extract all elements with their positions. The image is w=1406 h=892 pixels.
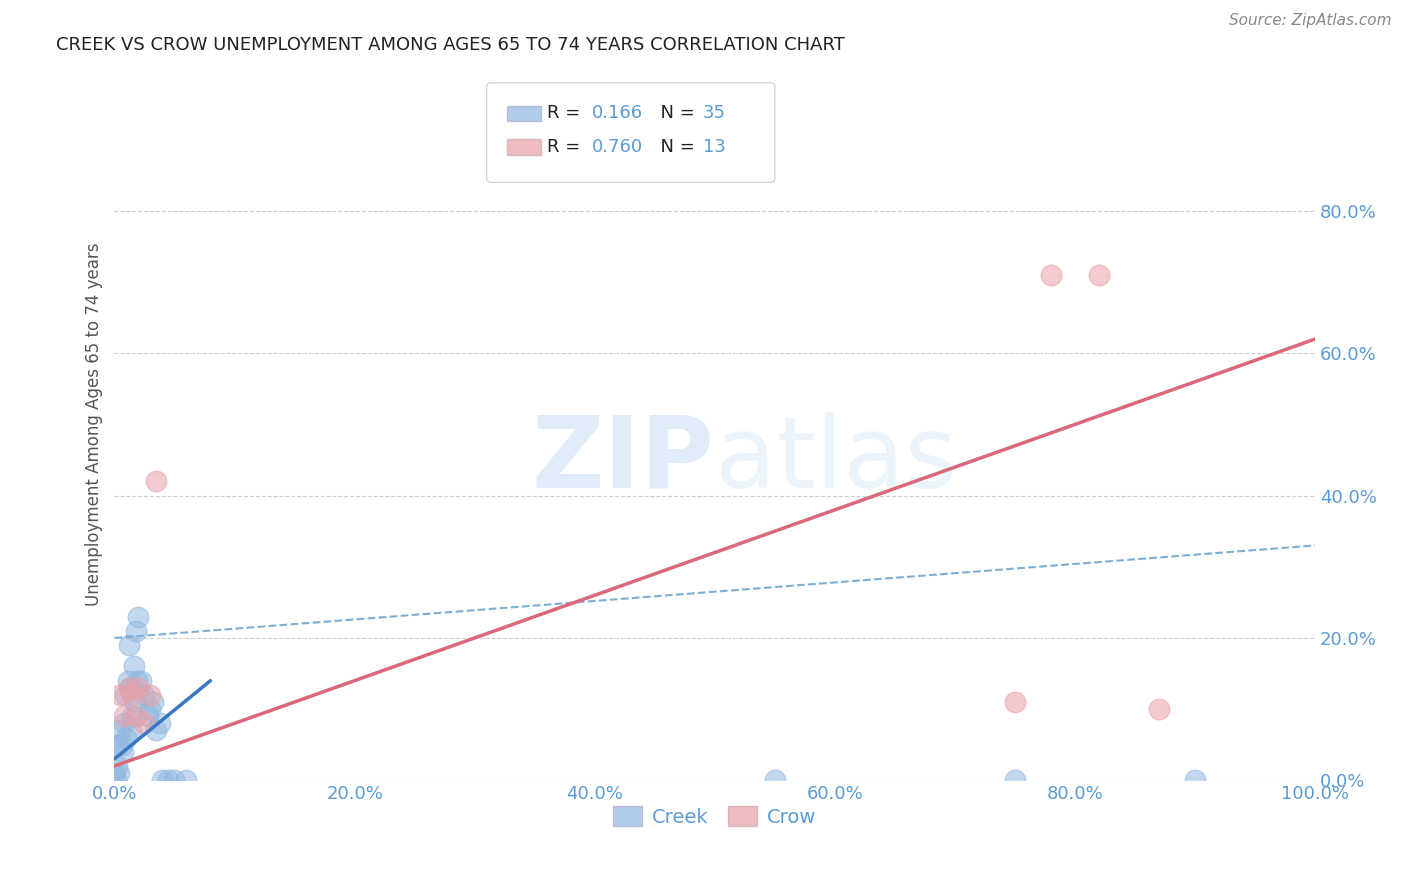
- Point: [152, 773, 174, 788]
- Point: [127, 681, 149, 695]
- Text: Source: ZipAtlas.com: Source: ZipAtlas.com: [1229, 13, 1392, 29]
- Text: N =: N =: [648, 104, 700, 122]
- Text: 0.760: 0.760: [592, 138, 644, 156]
- Point: [127, 673, 149, 688]
- Text: CREEK VS CROW UNEMPLOYMENT AMONG AGES 65 TO 74 YEARS CORRELATION CHART: CREEK VS CROW UNEMPLOYMENT AMONG AGES 65…: [56, 36, 845, 54]
- Text: R =: R =: [547, 138, 586, 156]
- Point: [124, 695, 146, 709]
- Text: 13: 13: [703, 138, 725, 156]
- Point: [112, 709, 135, 723]
- Point: [157, 773, 180, 788]
- Point: [107, 738, 129, 752]
- Point: [111, 745, 134, 759]
- Point: [122, 659, 145, 673]
- Point: [105, 759, 128, 773]
- FancyBboxPatch shape: [508, 105, 541, 121]
- Point: [145, 723, 167, 738]
- Text: ZIP: ZIP: [531, 411, 714, 508]
- Point: [139, 688, 162, 702]
- Point: [117, 673, 139, 688]
- Point: [118, 681, 141, 695]
- FancyBboxPatch shape: [486, 83, 775, 182]
- Point: [127, 609, 149, 624]
- Point: [134, 688, 156, 702]
- Point: [129, 673, 152, 688]
- Point: [176, 773, 198, 788]
- Point: [120, 723, 142, 738]
- Y-axis label: Unemployment Among Ages 65 to 74 years: Unemployment Among Ages 65 to 74 years: [86, 243, 103, 607]
- Point: [110, 688, 132, 702]
- Point: [139, 702, 162, 716]
- Point: [125, 624, 148, 638]
- FancyBboxPatch shape: [508, 139, 541, 154]
- Point: [104, 773, 127, 788]
- Point: [1040, 268, 1063, 282]
- Point: [1088, 268, 1111, 282]
- Point: [163, 773, 186, 788]
- Point: [763, 773, 786, 788]
- Point: [103, 766, 125, 780]
- Point: [118, 638, 141, 652]
- Point: [115, 731, 138, 745]
- Point: [1004, 773, 1026, 788]
- Point: [134, 716, 156, 731]
- Point: [114, 688, 136, 702]
- Legend: Creek, Crow: Creek, Crow: [606, 798, 824, 835]
- Point: [142, 695, 165, 709]
- Point: [145, 475, 167, 489]
- Text: 0.166: 0.166: [592, 104, 644, 122]
- Point: [110, 738, 132, 752]
- Point: [121, 688, 143, 702]
- Point: [1147, 702, 1170, 716]
- Text: 35: 35: [703, 104, 725, 122]
- Text: atlas: atlas: [714, 411, 956, 508]
- Text: R =: R =: [547, 104, 586, 122]
- Point: [108, 766, 131, 780]
- Point: [149, 716, 172, 731]
- Point: [136, 709, 159, 723]
- Point: [118, 681, 141, 695]
- Point: [110, 723, 132, 738]
- Point: [125, 709, 148, 723]
- Point: [1184, 773, 1206, 788]
- Point: [121, 709, 143, 723]
- Point: [1004, 695, 1026, 709]
- Text: N =: N =: [648, 138, 700, 156]
- Point: [112, 716, 135, 731]
